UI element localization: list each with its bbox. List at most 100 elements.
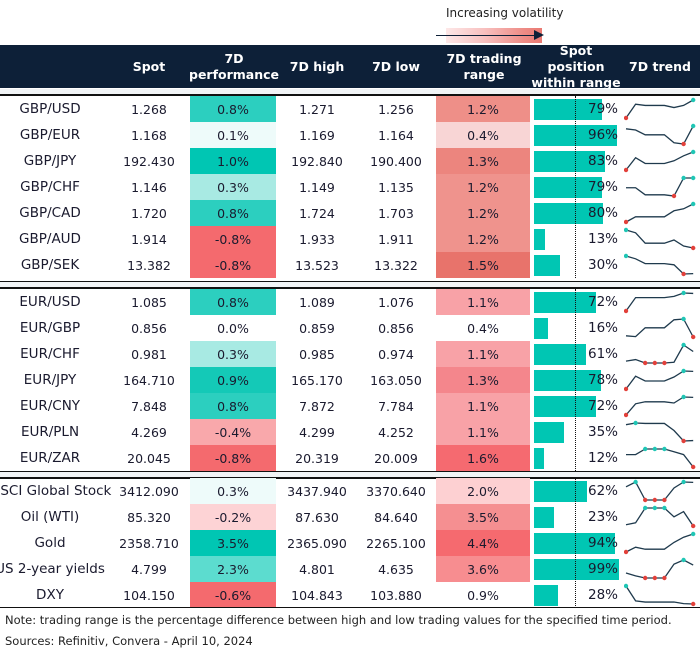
midpoint-line <box>575 289 576 471</box>
trend-high-marker <box>681 342 686 348</box>
cell-spot: 3412.090 <box>119 483 179 499</box>
cell-perf: -0.8% <box>190 252 276 278</box>
cell-spot: 0.981 <box>131 346 167 362</box>
trend-high-marker <box>633 479 638 485</box>
trend-high-marker <box>624 227 629 233</box>
position-label: 61% <box>587 346 618 362</box>
volatility-legend: Increasing volatility <box>420 4 580 43</box>
cell-range: 1.1% <box>436 419 530 445</box>
trend-sparkline <box>625 479 694 503</box>
cell-range: 1.1% <box>436 341 530 367</box>
trend-high-marker <box>662 505 667 511</box>
table-row: MSCI Global Stock 3412.090 0.3% 3437.940 337… <box>0 478 700 504</box>
cell-range: 1.2% <box>436 226 530 252</box>
cell-range: 1.3% <box>436 367 530 393</box>
table-row: GBP/USD 1.268 0.8% 1.271 1.256 1.2% 79% <box>0 96 700 122</box>
position-bar <box>534 344 587 365</box>
trend-sparkline <box>626 175 696 199</box>
trend-high-marker <box>681 479 686 485</box>
cell-range: 0.4% <box>436 122 530 148</box>
position-label: 16% <box>587 320 618 336</box>
cell-low: 190.400 <box>370 153 422 169</box>
trend-high-marker <box>681 175 686 181</box>
trend-high-marker <box>633 420 638 426</box>
position-label: 62% <box>587 483 618 499</box>
trend-low-marker <box>624 412 629 418</box>
table-row: GBP/SEK 13.382 -0.8% 13.523 13.322 1.5% 30% <box>0 252 700 278</box>
cell-spot: 4.799 <box>131 561 167 577</box>
trend-low-marker <box>671 193 677 199</box>
trend-low-marker <box>652 575 657 581</box>
trend-low-marker <box>662 497 667 503</box>
cell-low: 1.703 <box>378 205 414 221</box>
trend-sparkline <box>624 583 696 607</box>
trend-high-marker <box>643 446 648 452</box>
table-row: GBP/AUD 1.914 -0.8% 1.933 1.911 1.2% 13% <box>0 226 700 252</box>
cell-range: 3.5% <box>436 504 530 530</box>
position-bar <box>534 507 554 528</box>
cell-high: 1.933 <box>299 231 335 247</box>
position-label: 72% <box>587 294 618 310</box>
cell-spot: 1.268 <box>131 101 167 117</box>
table-row: EUR/GBP 0.856 0.0% 0.859 0.856 0.4% 16% <box>0 315 700 341</box>
trend-high-marker <box>691 149 696 155</box>
cell-high: 20.319 <box>295 450 339 466</box>
table-header: Spot 7D performance 7D high 7D low 7D tr… <box>0 43 700 90</box>
trend-sparkline <box>625 123 696 147</box>
cell-high: 13.523 <box>295 257 339 273</box>
group-spacer <box>0 472 700 478</box>
cell-range: 1.5% <box>436 252 530 278</box>
table-row: GBP/EUR 1.168 0.1% 1.169 1.164 0.4% 96% <box>0 122 700 148</box>
position-bar <box>534 448 545 469</box>
trend-sparkline <box>624 394 694 418</box>
trend-low-marker <box>691 601 696 607</box>
position-bar <box>534 151 606 172</box>
trend-line <box>625 533 694 553</box>
group-top-line <box>0 477 700 479</box>
trend-line <box>626 448 694 468</box>
trend-sparkline <box>624 368 694 392</box>
cell-name: Gold <box>34 535 66 551</box>
cell-range: 1.1% <box>436 289 530 315</box>
trend-high-marker <box>691 175 696 181</box>
table-row: EUR/CHF 0.981 0.3% 0.985 0.974 1.1% 61% <box>0 341 700 367</box>
trend-low-marker <box>643 497 648 503</box>
position-label: 96% <box>587 127 618 143</box>
midpoint-line <box>575 96 576 278</box>
trend-sparkline <box>625 557 694 581</box>
cell-low: 103.880 <box>370 587 422 603</box>
table-bottom-line <box>0 607 700 608</box>
position-bar <box>534 559 620 580</box>
trend-line <box>625 99 694 119</box>
cell-perf: 3.5% <box>190 530 276 556</box>
cell-name: US 2-year yields <box>0 561 105 577</box>
arrow-head-icon <box>534 30 544 40</box>
trend-line <box>625 255 694 275</box>
trend-low-marker <box>652 360 657 366</box>
position-label: 35% <box>587 424 618 440</box>
cell-low: 1.911 <box>378 231 414 247</box>
trend-high-marker <box>652 505 657 511</box>
cell-low: 4.252 <box>378 424 414 440</box>
cell-low: 1.164 <box>378 127 414 143</box>
cell-low: 1.256 <box>378 101 414 117</box>
cell-perf: -0.6% <box>190 582 276 608</box>
table-row: GBP/CAD 1.720 0.8% 1.724 1.703 1.2% 80% <box>0 200 700 226</box>
trend-sparkline <box>624 149 696 173</box>
cell-spot: 4.269 <box>131 424 167 440</box>
cell-name: Oil (WTI) <box>20 509 80 525</box>
trend-line <box>625 370 694 390</box>
cell-name: GBP/USD <box>19 101 81 117</box>
cell-name: GBP/EUR <box>19 127 81 143</box>
cell-high: 1.169 <box>299 127 335 143</box>
cell-name: EUR/ZAR <box>19 450 81 466</box>
cell-perf: 0.9% <box>190 367 276 393</box>
cell-high: 1.149 <box>299 179 335 195</box>
cell-high: 3437.940 <box>287 483 347 499</box>
trend-high-marker <box>691 123 696 129</box>
trend-sparkline <box>625 505 696 529</box>
trend-line <box>625 125 694 145</box>
group-spacer <box>0 282 700 288</box>
cell-high: 7.872 <box>299 398 335 414</box>
cell-name: GBP/CHF <box>20 179 80 195</box>
